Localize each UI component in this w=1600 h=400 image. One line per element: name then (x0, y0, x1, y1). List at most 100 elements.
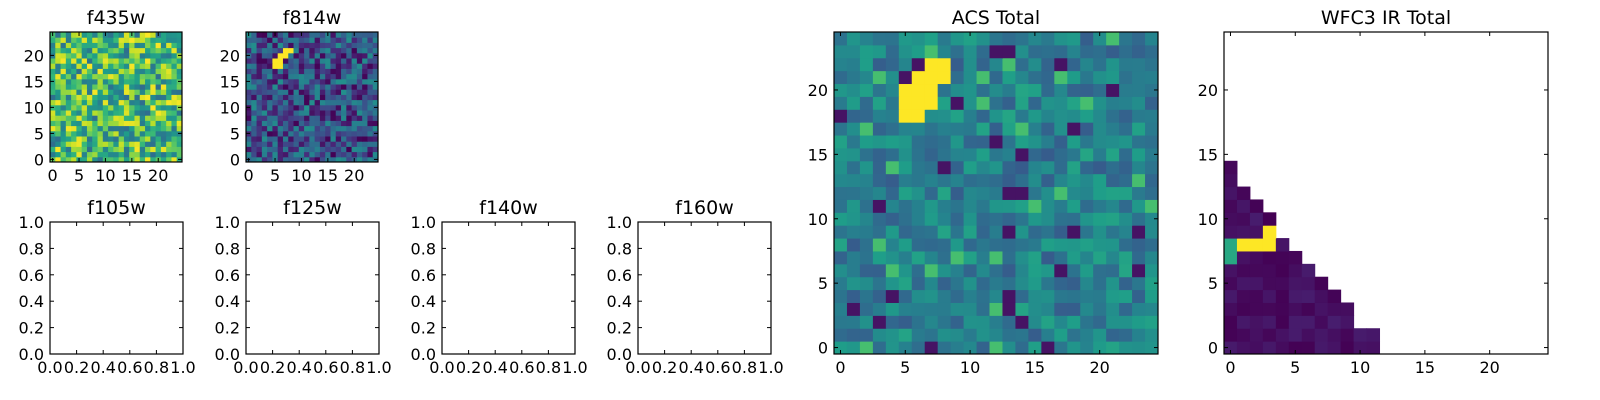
x-tick-label: 0.2 (64, 358, 89, 377)
heatmap-cell (160, 47, 167, 54)
heatmap-cell (898, 315, 913, 329)
heatmap-cell (298, 104, 305, 111)
heatmap-cell (118, 73, 125, 80)
heatmap-cell (160, 136, 167, 142)
heatmap-cell (267, 99, 273, 106)
heatmap-cell (171, 156, 178, 163)
heatmap-cell (1262, 263, 1277, 278)
heatmap-cell (246, 58, 252, 64)
heatmap-cell (319, 151, 326, 158)
heatmap-cell (1366, 341, 1381, 355)
heatmap-cell (1314, 289, 1329, 303)
heatmap-cell (171, 73, 178, 80)
heatmap-cell (330, 78, 337, 85)
heatmap-cell (272, 110, 279, 116)
heatmap-cell (293, 63, 300, 69)
heatmap-cell (92, 42, 99, 49)
heatmap-cell (1054, 225, 1068, 239)
heatmap-cell (341, 115, 347, 121)
heatmap-cell (335, 151, 342, 158)
heatmap-cell (963, 238, 978, 252)
heatmap-cell (102, 141, 109, 147)
y-tick-label: 0.8 (607, 239, 632, 258)
heatmap-cell (246, 151, 252, 158)
heatmap-cell (372, 42, 379, 49)
heatmap-cell (288, 156, 295, 163)
heatmap-cell (346, 68, 353, 75)
heatmap-cell (846, 302, 861, 316)
heatmap-cell (256, 94, 263, 101)
heatmap-cell (102, 42, 109, 49)
heatmap-cell (924, 328, 939, 342)
heatmap-cell (351, 78, 358, 85)
heatmap-cell (145, 156, 151, 163)
heatmap-cell (1002, 263, 1016, 278)
heatmap-cell (1080, 238, 1094, 252)
heatmap-cell (118, 104, 125, 111)
heatmap-cell (1224, 199, 1238, 213)
heatmap-cell (261, 47, 268, 54)
heatmap-cell (362, 78, 368, 85)
heatmap-cell (86, 42, 93, 49)
heatmap-cell (71, 58, 77, 64)
heatmap-cell (81, 125, 88, 132)
heatmap-cell (108, 104, 114, 111)
heatmap-cell (50, 146, 56, 153)
heatmap-cell (1002, 289, 1016, 303)
heatmap-cell (251, 58, 258, 64)
heatmap-cell (362, 146, 368, 153)
heatmap-cell (145, 99, 151, 106)
heatmap-cell (1119, 276, 1133, 291)
heatmap-cell (989, 289, 1003, 303)
y-tick-label: 0.0 (19, 345, 44, 364)
heatmap-cell (898, 83, 913, 97)
heatmap-cell (150, 78, 157, 85)
heatmap-cell (1028, 173, 1042, 188)
heatmap-cell (885, 83, 900, 97)
heatmap-cell (885, 135, 900, 149)
y-tick-label: 15 (1198, 145, 1218, 164)
heatmap-cell (134, 52, 141, 59)
heatmap-cell (150, 58, 157, 64)
heatmap-cell (937, 57, 952, 72)
heatmap-cell (55, 146, 62, 153)
heatmap-cell (1028, 70, 1042, 85)
heatmap-cell (261, 78, 268, 85)
heatmap-cell (55, 78, 62, 85)
heatmap-cell (1145, 147, 1159, 162)
heatmap-cell (102, 58, 109, 64)
heatmap-cell (1028, 263, 1042, 278)
heatmap-cell (1080, 96, 1094, 110)
heatmap-cell (1119, 173, 1133, 188)
heatmap-cell (924, 32, 939, 46)
heatmap-cell (834, 238, 848, 252)
heatmap-cell (166, 37, 172, 43)
heatmap-cell (123, 110, 130, 116)
heatmap-cell (314, 120, 321, 127)
heatmap-cell (166, 73, 172, 80)
heatmap-cell (1119, 160, 1133, 175)
heatmap-cell (1119, 186, 1133, 200)
heatmap-cell (129, 141, 135, 147)
heatmap-cell (1028, 83, 1042, 97)
heatmap-cell (76, 58, 83, 64)
heatmap-cell (166, 52, 172, 59)
heatmap-cell (288, 141, 295, 147)
heatmap-cell (976, 147, 991, 162)
heatmap-cell (898, 328, 913, 342)
heatmap-cell (335, 94, 342, 101)
heatmap-cell (1041, 147, 1055, 162)
heatmap-cell (176, 94, 183, 101)
heatmap-cell (362, 141, 368, 147)
heatmap-cell (330, 37, 337, 43)
heatmap-cell (976, 341, 991, 355)
heatmap-cell (1262, 238, 1277, 252)
heatmap-cell (81, 73, 88, 80)
heatmap-cell (950, 199, 965, 213)
heatmap-cell (1002, 83, 1016, 97)
heatmap-cell (1262, 315, 1277, 329)
heatmap-cell (1106, 199, 1120, 213)
heatmap-cell (335, 89, 342, 95)
heatmap-cell (963, 186, 978, 200)
